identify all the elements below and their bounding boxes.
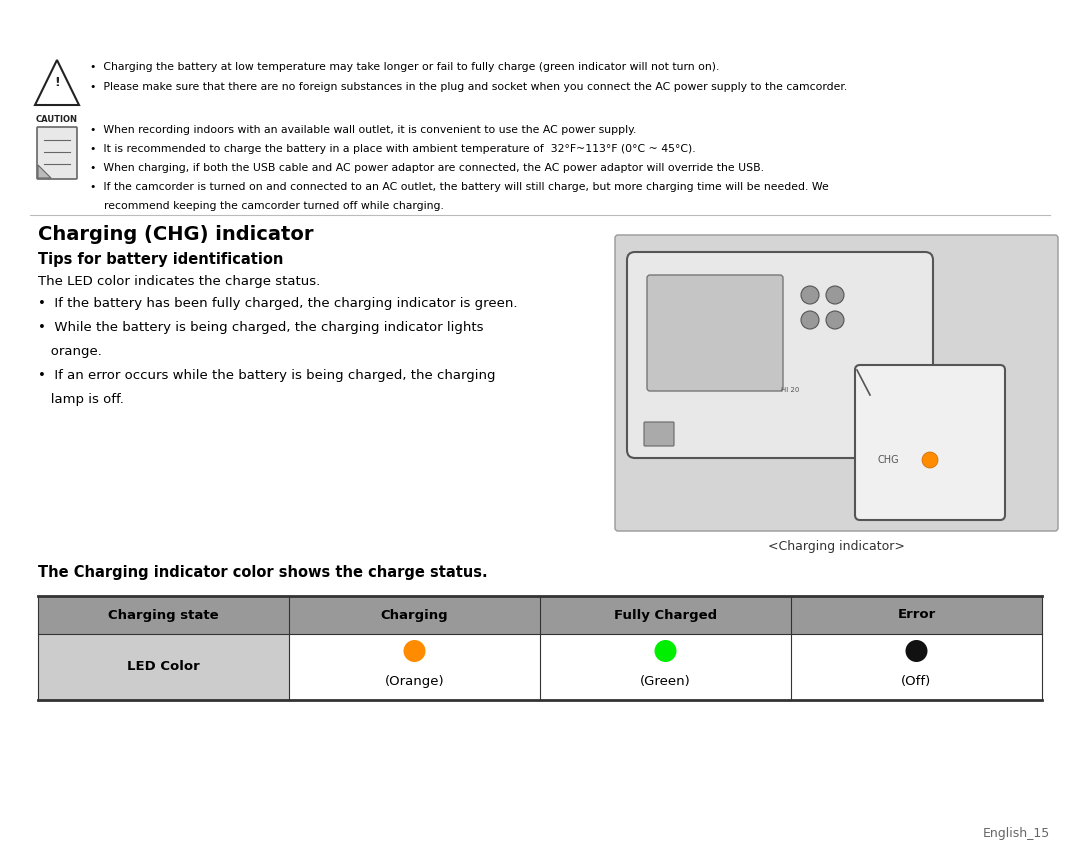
Text: recommend keeping the camcorder turned off while charging.: recommend keeping the camcorder turned o… — [90, 201, 444, 211]
Text: The Charging indicator color shows the charge status.: The Charging indicator color shows the c… — [38, 565, 488, 580]
Circle shape — [404, 640, 426, 662]
Text: •  While the battery is being charged, the charging indicator lights: • While the battery is being charged, th… — [38, 321, 484, 334]
FancyBboxPatch shape — [540, 634, 791, 700]
Polygon shape — [38, 165, 51, 178]
Text: •  When recording indoors with an available wall outlet, it is convenient to use: • When recording indoors with an availab… — [90, 125, 636, 135]
Text: •  If an error occurs while the battery is being charged, the charging: • If an error occurs while the battery i… — [38, 369, 496, 382]
FancyBboxPatch shape — [615, 235, 1058, 531]
Circle shape — [922, 452, 939, 468]
Text: •  If the camcorder is turned on and connected to an AC outlet, the battery will: • If the camcorder is turned on and conn… — [90, 182, 828, 192]
FancyBboxPatch shape — [647, 275, 783, 391]
Text: Charging (CHG) indicator: Charging (CHG) indicator — [38, 225, 313, 244]
Text: •  Please make sure that there are no foreign substances in the plug and socket : • Please make sure that there are no for… — [90, 82, 847, 92]
Circle shape — [826, 286, 843, 304]
Text: CHG: CHG — [878, 455, 900, 465]
FancyBboxPatch shape — [791, 634, 1042, 700]
FancyBboxPatch shape — [855, 365, 1005, 520]
FancyBboxPatch shape — [791, 596, 1042, 634]
FancyBboxPatch shape — [289, 634, 540, 700]
Text: !: ! — [54, 76, 59, 89]
Text: •  Charging the battery at low temperature may take longer or fail to fully char: • Charging the battery at low temperatur… — [90, 62, 719, 72]
Text: (Orange): (Orange) — [384, 675, 444, 688]
FancyBboxPatch shape — [540, 596, 791, 634]
Text: The LED color indicates the charge status.: The LED color indicates the charge statu… — [38, 275, 321, 288]
Text: •  If the battery has been fully charged, the charging indicator is green.: • If the battery has been fully charged,… — [38, 297, 517, 310]
FancyBboxPatch shape — [644, 422, 674, 446]
Circle shape — [905, 640, 928, 662]
Circle shape — [654, 640, 676, 662]
Text: •  It is recommended to charge the battery in a place with ambient temperature o: • It is recommended to charge the batter… — [90, 144, 696, 154]
Text: orange.: orange. — [38, 345, 102, 358]
Text: (Off): (Off) — [902, 675, 932, 688]
Text: Error: Error — [897, 609, 935, 622]
Text: Fully Charged: Fully Charged — [613, 609, 717, 622]
FancyBboxPatch shape — [627, 252, 933, 458]
Text: •  When charging, if both the USB cable and AC power adaptor are connected, the : • When charging, if both the USB cable a… — [90, 163, 764, 173]
Text: Charging state: Charging state — [108, 609, 219, 622]
Text: CAUTION: CAUTION — [36, 115, 78, 124]
Text: (Green): (Green) — [640, 675, 691, 688]
Circle shape — [826, 311, 843, 329]
Text: HI 20: HI 20 — [781, 387, 799, 393]
Text: LED Color: LED Color — [127, 661, 200, 674]
Circle shape — [801, 311, 819, 329]
Text: <Charging indicator>: <Charging indicator> — [768, 540, 904, 553]
FancyBboxPatch shape — [38, 634, 289, 700]
Text: English_15: English_15 — [983, 827, 1050, 840]
FancyBboxPatch shape — [289, 596, 540, 634]
Text: Charging: Charging — [380, 609, 448, 622]
FancyBboxPatch shape — [37, 127, 77, 179]
Text: Tips for battery identification: Tips for battery identification — [38, 252, 283, 267]
Circle shape — [801, 286, 819, 304]
Text: lamp is off.: lamp is off. — [38, 393, 124, 406]
FancyBboxPatch shape — [38, 596, 289, 634]
